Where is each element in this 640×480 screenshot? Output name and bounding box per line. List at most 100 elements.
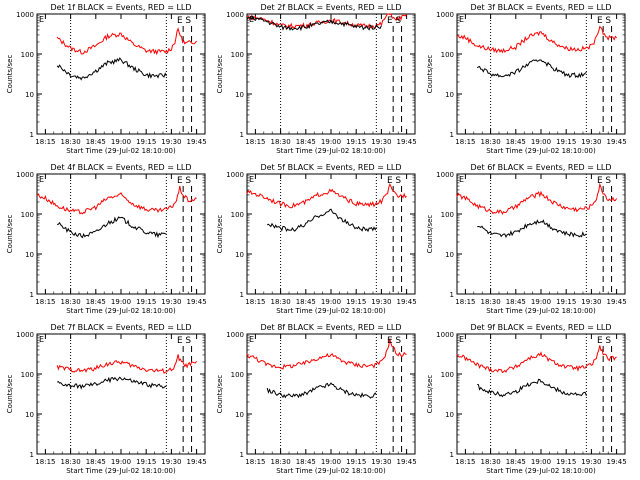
panel-title: Det 2f BLACK = Events, RED = LLD: [260, 3, 401, 12]
plot-frame: [36, 333, 206, 455]
x-axis-label: Start Time (29-Jul-02 18:10:00): [276, 147, 386, 155]
y-tick-label: 100: [231, 211, 244, 219]
event-marker-s: S: [605, 176, 611, 186]
x-tick-label: 19:30: [161, 298, 181, 306]
y-axis-label: Counts/sec: [426, 375, 434, 414]
x-tick-label: 18:30: [61, 458, 81, 466]
y-tick-label: 10: [25, 91, 34, 99]
event-marker-s: S: [185, 176, 191, 186]
y-tick-label: 100: [441, 371, 454, 379]
y-tick-label: 1: [240, 291, 244, 299]
series-events-line: [476, 59, 587, 79]
x-tick-label: 19:30: [371, 458, 391, 466]
x-tick-label: 19:30: [371, 298, 391, 306]
start-marker-label: E: [459, 175, 464, 184]
event-marker-e: E: [597, 16, 603, 26]
x-axis-label: Start Time (29-Jul-02 18:10:00): [486, 307, 596, 315]
panel-title: Det 1f BLACK = Events, RED = LLD: [50, 3, 191, 12]
x-tick-label: 19:00: [321, 298, 341, 306]
y-tick-label: 1000: [436, 11, 454, 19]
x-axis-label: Start Time (29-Jul-02 18:10:00): [66, 307, 176, 315]
x-tick-label: 19:00: [531, 138, 551, 146]
panel-det-9f: Det 9f BLACK = Events, RED = LLD 1 10 100 10…: [426, 323, 627, 475]
event-marker-s: S: [605, 336, 611, 346]
x-tick-label: 19:15: [556, 138, 576, 146]
y-tick-label: 100: [21, 371, 34, 379]
x-axis-label: Start Time (29-Jul-02 18:10:00): [66, 467, 176, 475]
series-lld-line: [246, 182, 407, 209]
x-tick-label: 18:15: [35, 298, 55, 306]
event-marker-e: E: [387, 336, 393, 346]
y-axis-label: Counts/sec: [216, 55, 224, 94]
y-axis-label: Counts/sec: [6, 55, 14, 94]
x-tick-label: 19:45: [607, 458, 627, 466]
x-tick-label: 19:45: [187, 138, 207, 146]
x-tick-label: 18:45: [86, 458, 106, 466]
series-lld-line: [246, 338, 407, 370]
start-marker-label: E: [459, 15, 464, 24]
x-tick-label: 18:30: [61, 138, 81, 146]
x-tick-label: 19:45: [607, 298, 627, 306]
y-tick-label: 1: [450, 451, 454, 459]
event-marker-e: E: [177, 16, 183, 26]
x-tick-label: 18:30: [271, 298, 291, 306]
y-axis-label: Counts/sec: [216, 215, 224, 254]
x-tick-label: 19:45: [187, 458, 207, 466]
y-tick-label: 1000: [436, 331, 454, 339]
y-tick-label: 10: [445, 251, 454, 259]
start-marker-label: E: [249, 15, 254, 24]
panel-det-1f: Det 1f BLACK = Events, RED = LLD 1 10 100 10…: [6, 3, 207, 155]
event-marker-s: S: [605, 16, 611, 26]
x-tick-label: 19:15: [346, 298, 366, 306]
x-axis-label: Start Time (29-Jul-02 18:10:00): [276, 467, 386, 475]
x-tick-label: 19:00: [321, 458, 341, 466]
x-tick-label: 18:15: [455, 138, 475, 146]
y-axis-label: Counts/sec: [6, 375, 14, 414]
panel-det-8f: Det 8f BLACK = Events, RED = LLD 1 10 100 10…: [216, 323, 417, 475]
panel-title: Det 4f BLACK = Events, RED = LLD: [50, 163, 191, 172]
x-axis-label: Start Time (29-Jul-02 18:10:00): [66, 147, 176, 155]
y-tick-label: 1000: [226, 331, 244, 339]
series-events-line: [56, 376, 167, 390]
x-tick-label: 19:30: [161, 138, 181, 146]
x-tick-label: 18:15: [35, 138, 55, 146]
x-tick-label: 19:45: [397, 458, 417, 466]
series-events-line: [477, 219, 587, 239]
event-marker-e: E: [597, 176, 603, 186]
x-tick-label: 19:15: [136, 298, 156, 306]
x-tick-label: 18:15: [455, 458, 475, 466]
y-tick-label: 10: [235, 91, 244, 99]
x-tick-label: 19:15: [346, 458, 366, 466]
x-tick-label: 18:30: [271, 458, 291, 466]
x-tick-label: 18:45: [296, 138, 316, 146]
x-axis-label: Start Time (29-Jul-02 18:10:00): [486, 147, 596, 155]
panel-title: Det 7f BLACK = Events, RED = LLD: [50, 323, 191, 332]
x-tick-label: 18:45: [296, 298, 316, 306]
y-tick-label: 100: [441, 51, 454, 59]
x-tick-label: 19:45: [397, 138, 417, 146]
series-events-line: [246, 15, 382, 32]
x-tick-label: 18:15: [245, 138, 265, 146]
y-tick-label: 100: [231, 371, 244, 379]
panel-det-6f: Det 6f BLACK = Events, RED = LLD 1 10 100 10…: [426, 163, 627, 315]
y-tick-label: 1000: [16, 331, 34, 339]
y-axis-label: Counts/sec: [216, 375, 224, 414]
y-tick-label: 100: [21, 211, 34, 219]
start-marker-label: E: [39, 175, 44, 184]
x-tick-label: 18:30: [61, 298, 81, 306]
y-tick-label: 1: [240, 131, 244, 139]
event-marker-s: S: [395, 176, 401, 186]
y-tick-label: 10: [25, 251, 34, 259]
start-marker-label: E: [249, 175, 254, 184]
x-tick-label: 19:00: [531, 458, 551, 466]
series-lld-line: [56, 354, 198, 374]
y-tick-label: 10: [445, 411, 454, 419]
start-marker-label: E: [39, 335, 44, 344]
x-tick-label: 19:30: [581, 458, 601, 466]
x-tick-label: 18:30: [481, 298, 501, 306]
x-tick-label: 19:15: [346, 138, 366, 146]
y-tick-label: 1000: [16, 11, 34, 19]
x-tick-label: 18:45: [86, 298, 106, 306]
x-tick-label: 18:30: [481, 138, 501, 146]
